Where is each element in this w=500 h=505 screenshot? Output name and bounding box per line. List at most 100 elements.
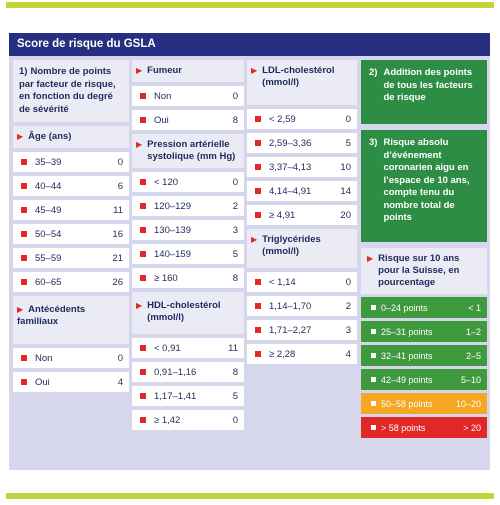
row-points: 10 <box>340 161 351 173</box>
card-title: Score de risque du GSLA <box>9 33 490 56</box>
row-label: 55–59 <box>35 252 62 264</box>
row-points: 5 <box>232 248 238 260</box>
bullet-icon <box>140 275 146 281</box>
risk-list: 0–24 points < 1 25–31 points 1–2 32–41 poi… <box>361 297 487 438</box>
list-item: Non 0 <box>132 86 244 106</box>
arrow-right-icon: ▶ <box>136 66 143 75</box>
row-label: 35–39 <box>35 156 62 168</box>
bullet-icon <box>371 377 376 382</box>
row-label: 45–49 <box>35 204 62 216</box>
list-item: ≥ 4,91 20 <box>247 205 357 225</box>
risk-row: > 58 points > 20 <box>361 417 487 438</box>
bottom-accent-bar <box>6 493 494 499</box>
bullet-icon <box>140 93 146 99</box>
bullet-icon <box>140 179 146 185</box>
bp-title: Pression artérielle systolique (mm Hg) <box>147 139 236 162</box>
row-points: 0 <box>117 352 123 364</box>
row-label: 3,37–4,13 <box>269 161 312 173</box>
column-2: ▶ Fumeur Non 0 Oui 8 ▶ Pression artérielle s… <box>132 60 244 470</box>
step-3: 3) Risque absolu d’événement coronarien a… <box>361 130 487 242</box>
hdl-title: HDL-cholestérol (mmol/l) <box>147 300 221 323</box>
row-label: Non <box>35 352 53 364</box>
list-item: 4,14–4,91 14 <box>247 181 357 201</box>
row-points: 4 <box>345 348 351 360</box>
risk-percent: 10–20 <box>455 398 481 409</box>
step-2: 2) Addition des points de tous les facteu… <box>361 60 487 124</box>
row-points: 14 <box>340 185 351 197</box>
bullet-icon <box>255 279 261 285</box>
row-points: 26 <box>112 276 123 288</box>
bullet-icon <box>140 227 146 233</box>
row-label: < 120 <box>154 176 179 188</box>
row-label: 1,17–1,41 <box>154 390 197 402</box>
row-points: 0 <box>345 113 351 125</box>
risk-percent: < 1 <box>468 302 481 313</box>
row-label: ≥ 160 <box>154 272 178 284</box>
risk-points: 0–24 points <box>381 302 428 313</box>
row-label: 1,71–2,27 <box>269 324 312 336</box>
bullet-icon <box>21 355 27 361</box>
list-item: 40–44 6 <box>13 176 129 196</box>
step-3-text: Risque absolu d’événement coronarien aig… <box>383 137 470 223</box>
list-item: Non 0 <box>13 348 129 368</box>
row-label: 4,14–4,91 <box>269 185 312 197</box>
row-points: 21 <box>112 252 123 264</box>
list-item: < 0,91 11 <box>132 338 244 358</box>
list-item: < 120 0 <box>132 172 244 192</box>
arrow-right-icon: ▶ <box>136 301 143 310</box>
list-item: 45–49 11 <box>13 200 129 220</box>
list-item: 130–139 3 <box>132 220 244 240</box>
arrow-right-icon: ▶ <box>367 254 374 263</box>
bullet-icon <box>140 393 146 399</box>
row-points: 8 <box>232 366 238 378</box>
risk-row: 0–24 points < 1 <box>361 297 487 318</box>
row-points: 0 <box>345 276 351 288</box>
row-label: 0,91–1,16 <box>154 366 197 378</box>
row-label: Oui <box>154 114 169 126</box>
row-points: 2 <box>232 200 238 212</box>
row-points: 11 <box>113 204 123 216</box>
row-points: 8 <box>232 272 238 284</box>
row-label: 2,59–3,36 <box>269 137 312 149</box>
bullet-icon <box>371 305 376 310</box>
tg-title: Triglycérides (mmol/l) <box>262 234 321 257</box>
risk-points: > 58 points <box>381 422 426 433</box>
risk-points: 50–58 points <box>381 398 433 409</box>
row-label: ≥ 2,28 <box>269 348 296 360</box>
row-points: 6 <box>117 180 123 192</box>
row-points: 0 <box>232 414 238 426</box>
list-item: Oui 4 <box>13 372 129 392</box>
row-points: 4 <box>117 376 123 388</box>
row-label: 1,14–1,70 <box>269 300 312 312</box>
age-header: ▶ Âge (ans) <box>13 126 129 148</box>
list-item: 140–159 5 <box>132 244 244 264</box>
row-label: ≥ 4,91 <box>269 209 296 221</box>
risk-row: 25–31 points 1–2 <box>361 321 487 342</box>
list-item: 0,91–1,16 8 <box>132 362 244 382</box>
row-points: 3 <box>232 224 238 236</box>
row-points: 2 <box>345 300 351 312</box>
bullet-icon <box>140 417 146 423</box>
list-item: 2,59–3,36 5 <box>247 133 357 153</box>
step-1-text: Nombre de points par facteur de risque, … <box>19 66 116 115</box>
row-points: 0 <box>117 156 123 168</box>
list-item: ≥ 160 8 <box>132 268 244 288</box>
top-accent-bar <box>6 2 494 8</box>
risk-header: ▶ Risque sur 10 ans pour la Suisse, en po… <box>361 248 487 294</box>
row-label: < 1,14 <box>269 276 296 288</box>
row-points: 20 <box>340 209 351 221</box>
row-points: 16 <box>112 228 123 240</box>
bullet-icon <box>21 379 27 385</box>
bullet-icon <box>140 345 146 351</box>
age-title: Âge (ans) <box>28 131 72 142</box>
bullet-icon <box>21 159 27 165</box>
row-label: ≥ 1,42 <box>154 414 181 426</box>
age-list: 35–39 0 40–44 6 45–49 11 50–54 16 55–59 21 60… <box>13 152 129 292</box>
bullet-icon <box>255 212 261 218</box>
arrow-right-icon: ▶ <box>136 140 143 149</box>
list-item: 50–54 16 <box>13 224 129 244</box>
list-item: ≥ 1,42 0 <box>132 410 244 430</box>
row-points: 0 <box>232 176 238 188</box>
row-label: Oui <box>35 376 50 388</box>
